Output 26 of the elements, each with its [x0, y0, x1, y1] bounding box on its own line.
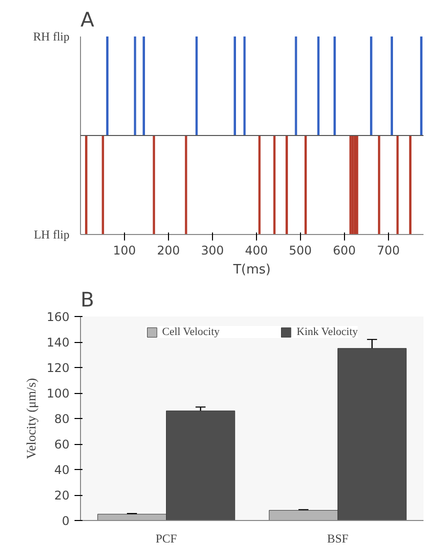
legend-label: Cell Velocity — [162, 326, 220, 338]
text: RH flip — [33, 30, 70, 44]
y-tick-label: 160 — [46, 310, 70, 324]
y-tick-label: 0 — [62, 514, 70, 528]
y-tick-label: 20 — [54, 488, 70, 502]
x-tick-label: 600 — [332, 244, 356, 258]
y-tick-label: 100 — [46, 386, 70, 400]
x-tick-label: 200 — [156, 244, 180, 258]
x-tick-label: BSF — [327, 532, 349, 546]
y-axis-title: Velocity (μm/s) — [24, 378, 39, 459]
x-tick-label: 500 — [288, 244, 312, 258]
x-tick-label: 100 — [113, 244, 136, 258]
y-tick-label: 80 — [54, 412, 70, 426]
y-tick-label: 140 — [46, 336, 70, 350]
chart-title: B — [80, 288, 94, 312]
text: LH flip — [34, 228, 70, 242]
legend-label: Kink Velocity — [296, 326, 358, 338]
x-tick-label: PCF — [156, 532, 178, 546]
x-tick-label: 700 — [376, 244, 400, 258]
chart-title: A — [80, 8, 94, 32]
x-tick-label: 300 — [200, 244, 224, 258]
x-axis-title: T(ms) — [232, 262, 271, 278]
y-tick-label: 40 — [54, 463, 70, 477]
y-tick-label: 120 — [46, 361, 70, 375]
x-tick-label: 400 — [244, 244, 268, 258]
y-tick-label: 60 — [54, 438, 70, 452]
